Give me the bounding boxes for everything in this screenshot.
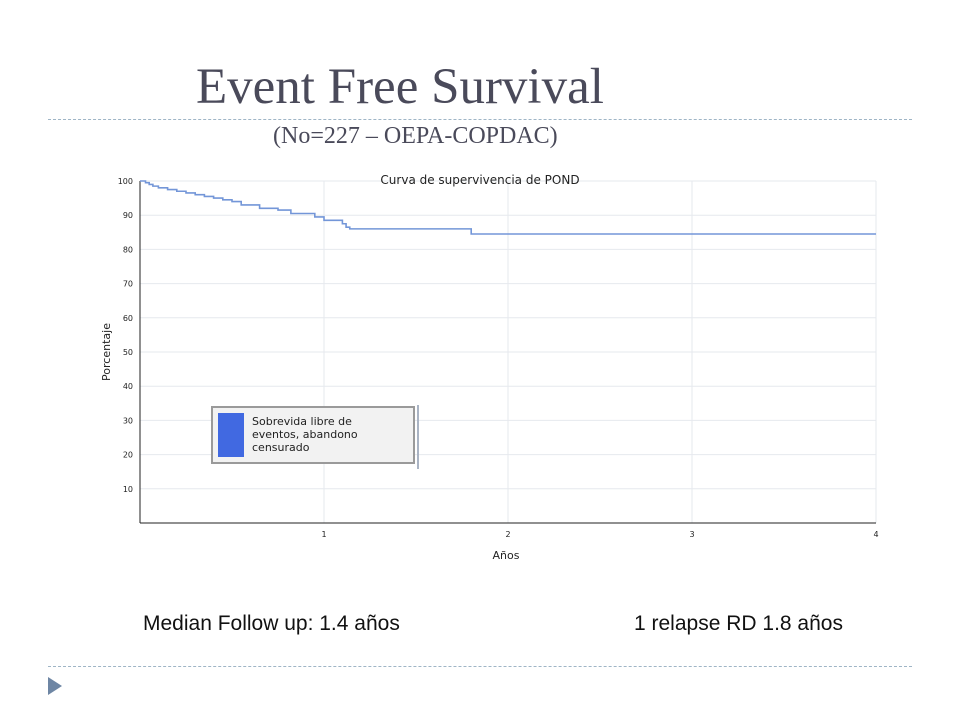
x-axis-label: Años <box>493 549 520 562</box>
y-tick-label: 30 <box>123 416 133 425</box>
y-tick-label: 100 <box>118 177 133 186</box>
survival-chart: 10 20 30 40 50 60 70 80 90 100 1 2 3 4 Curva de superv… <box>100 173 879 562</box>
legend-label: eventos, abandono <box>252 428 358 441</box>
y-axis-label: Porcentaje <box>100 323 113 381</box>
legend-label: censurado <box>252 441 310 454</box>
slide-title: Event Free Survival <box>196 59 604 115</box>
legend-swatch <box>218 413 244 457</box>
y-tick-label: 80 <box>123 245 133 254</box>
y-tick-label: 50 <box>123 348 133 357</box>
y-tick-label: 70 <box>123 280 133 289</box>
y-tick-label: 10 <box>123 485 133 494</box>
x-tick-label: 3 <box>689 530 694 539</box>
top-divider <box>48 119 912 120</box>
bottom-divider <box>48 666 912 667</box>
slide-subtitle: (No=227 – OEPA-COPDAC) <box>273 123 558 149</box>
legend-box <box>211 406 415 464</box>
y-tick-label: 90 <box>123 211 133 220</box>
relapse-note: 1 relapse RD 1.8 años <box>634 612 843 635</box>
legend-label: Sobrevida libre de <box>252 415 352 428</box>
x-tick-label: 2 <box>505 530 510 539</box>
triangle-right-icon <box>48 677 62 695</box>
x-tick-label: 4 <box>873 530 878 539</box>
x-tick-label: 1 <box>321 530 326 539</box>
chart-title: Curva de supervivencia de POND <box>380 173 579 187</box>
y-tick-label: 40 <box>123 382 133 391</box>
y-tick-label: 60 <box>123 314 133 323</box>
survival-step-line <box>140 180 876 235</box>
y-tick-label: 20 <box>123 451 133 460</box>
median-follow-up-note: Median Follow up: 1.4 años <box>143 612 400 635</box>
